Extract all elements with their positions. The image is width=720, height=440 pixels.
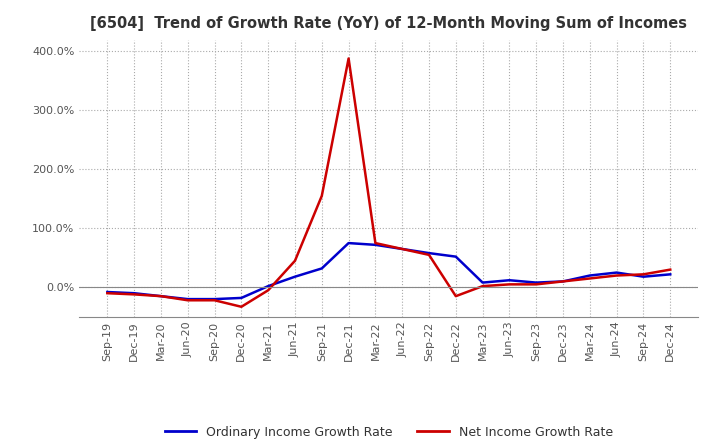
Ordinary Income Growth Rate: [532, 280, 541, 285]
Net Income Growth Rate: [103, 290, 112, 296]
Ordinary Income Growth Rate: [237, 295, 246, 301]
Ordinary Income Growth Rate: [612, 270, 621, 275]
Net Income Growth Rate: [184, 297, 192, 303]
Ordinary Income Growth Rate: [559, 279, 567, 284]
Ordinary Income Growth Rate: [264, 283, 272, 289]
Ordinary Income Growth Rate: [318, 266, 326, 271]
Net Income Growth Rate: [157, 293, 166, 299]
Net Income Growth Rate: [639, 271, 648, 277]
Net Income Growth Rate: [585, 276, 594, 281]
Net Income Growth Rate: [559, 279, 567, 284]
Ordinary Income Growth Rate: [291, 274, 300, 279]
Ordinary Income Growth Rate: [639, 274, 648, 279]
Net Income Growth Rate: [425, 252, 433, 257]
Net Income Growth Rate: [398, 246, 407, 252]
Ordinary Income Growth Rate: [103, 290, 112, 295]
Ordinary Income Growth Rate: [371, 242, 379, 247]
Net Income Growth Rate: [264, 288, 272, 293]
Net Income Growth Rate: [130, 292, 138, 297]
Net Income Growth Rate: [371, 240, 379, 246]
Net Income Growth Rate: [612, 273, 621, 278]
Net Income Growth Rate: [344, 56, 353, 61]
Net Income Growth Rate: [505, 282, 514, 287]
Ordinary Income Growth Rate: [184, 297, 192, 302]
Net Income Growth Rate: [318, 193, 326, 198]
Ordinary Income Growth Rate: [666, 271, 675, 277]
Line: Ordinary Income Growth Rate: Ordinary Income Growth Rate: [107, 243, 670, 299]
Ordinary Income Growth Rate: [505, 278, 514, 283]
Net Income Growth Rate: [210, 297, 219, 303]
Net Income Growth Rate: [532, 282, 541, 287]
Net Income Growth Rate: [237, 304, 246, 309]
Line: Net Income Growth Rate: Net Income Growth Rate: [107, 59, 670, 307]
Net Income Growth Rate: [451, 293, 460, 299]
Ordinary Income Growth Rate: [210, 297, 219, 302]
Title: [6504]  Trend of Growth Rate (YoY) of 12-Month Moving Sum of Incomes: [6504] Trend of Growth Rate (YoY) of 12-…: [90, 16, 688, 32]
Ordinary Income Growth Rate: [344, 240, 353, 246]
Ordinary Income Growth Rate: [451, 254, 460, 259]
Net Income Growth Rate: [666, 267, 675, 272]
Ordinary Income Growth Rate: [478, 280, 487, 285]
Ordinary Income Growth Rate: [585, 273, 594, 278]
Ordinary Income Growth Rate: [425, 250, 433, 256]
Ordinary Income Growth Rate: [398, 246, 407, 252]
Net Income Growth Rate: [291, 258, 300, 264]
Net Income Growth Rate: [478, 283, 487, 289]
Legend: Ordinary Income Growth Rate, Net Income Growth Rate: Ordinary Income Growth Rate, Net Income …: [160, 421, 618, 440]
Ordinary Income Growth Rate: [130, 290, 138, 296]
Ordinary Income Growth Rate: [157, 293, 166, 299]
